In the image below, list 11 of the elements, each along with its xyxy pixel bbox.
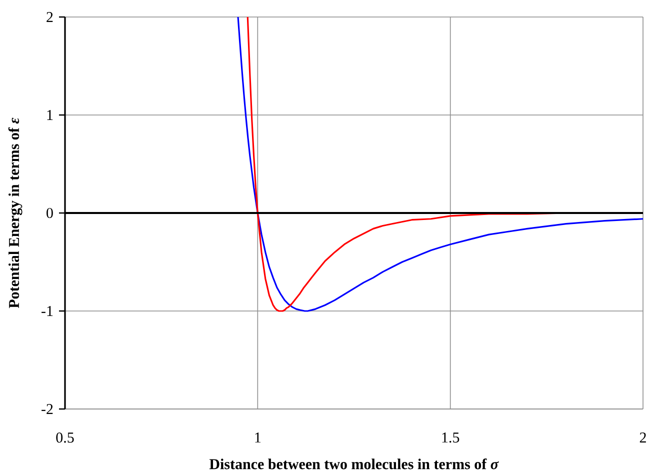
y-tick-label: 1	[47, 110, 53, 120]
x-tick-label: 1	[255, 432, 261, 442]
y-tick-label: 2	[46, 12, 53, 22]
y-tick-label: -2	[42, 404, 53, 414]
x-tick-label: 0.5	[56, 432, 74, 443]
y-tick-label: -1	[42, 306, 53, 316]
x-axis-title: Distance between two molecules in terms of σ	[209, 458, 499, 470]
y-axis-title: Potential Energy in terms of ε	[8, 118, 22, 308]
x-tick-label: 2	[640, 432, 646, 442]
x-tick-label: 1.5	[442, 432, 460, 443]
y-tick-label: 0	[46, 208, 53, 218]
